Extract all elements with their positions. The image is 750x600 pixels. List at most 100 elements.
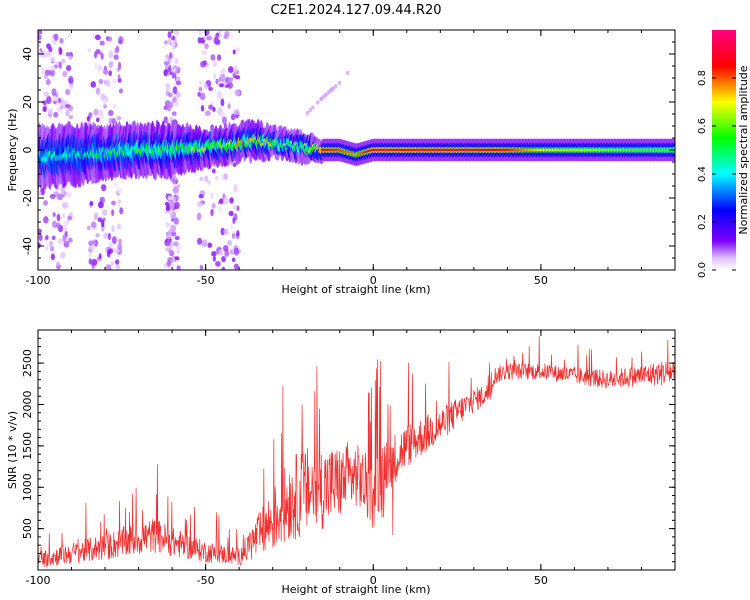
heatmap-cell: [213, 36, 219, 45]
heatmap-cell: [113, 248, 120, 253]
heatmap-cell: [89, 201, 94, 206]
heatmap-cell: [316, 100, 320, 105]
heatmap-cell: [334, 83, 338, 89]
heatmap-cell: [115, 259, 120, 265]
heatmap-cell: [46, 95, 52, 104]
heatmap-cell: [174, 236, 180, 241]
heatmap-cell: [171, 111, 177, 116]
heatmap-cell: [212, 60, 218, 68]
heatmap-cell: [42, 106, 47, 113]
heatmap-cell: [232, 49, 236, 55]
heatmap-cell: [218, 249, 224, 256]
y-tick-label: 0: [21, 147, 34, 154]
snr-frame: [37, 329, 676, 571]
heatmap-cell: [233, 247, 240, 256]
x-tick-label: 50: [534, 574, 548, 587]
heatmap-cell: [43, 200, 48, 206]
heatmap-cell: [227, 66, 234, 74]
heatmap-cell: [196, 212, 202, 221]
x-tick-label: 0: [370, 574, 377, 587]
heatmap-cell: [163, 61, 170, 66]
heatmap-cell: [109, 261, 115, 267]
heatmap-cell: [232, 217, 236, 225]
heatmap-cell: [53, 33, 59, 41]
y-tick-label: 2000: [21, 390, 34, 418]
x-tick-label: 0: [370, 274, 377, 287]
heatmap-cell: [55, 222, 61, 229]
heatmap-x-axis-label: Height of straight line (km): [281, 283, 430, 296]
heatmap-cell: [165, 247, 171, 252]
snr-panel: -100 -50 0 50 500 1000 1500 2000 2500 Height of …: [6, 329, 676, 596]
heatmap-cell: [116, 187, 123, 194]
heatmap-cell: [66, 65, 72, 72]
heatmap-cell: [112, 103, 117, 109]
heatmap-cell: [210, 208, 214, 217]
y-tick-label: 500: [21, 518, 34, 539]
heatmap-cell: [49, 68, 56, 77]
heatmap-cell: [112, 78, 117, 84]
heatmap-cell: [43, 74, 49, 79]
heatmap-cell: [217, 107, 223, 116]
heatmap-cell: [97, 64, 103, 72]
snr-y-axis-label: SNR (10 * v/v): [6, 411, 19, 489]
heatmap-cell: [112, 236, 116, 243]
heatmap-cell: [56, 213, 61, 222]
heatmap-cell: [61, 201, 68, 209]
heatmap-cell: [51, 88, 57, 96]
heatmap-cell: [175, 80, 182, 86]
heatmap-cell: [116, 115, 122, 121]
heatmap-cell: [68, 114, 74, 120]
heatmap-cell: [38, 190, 42, 196]
y-tick-label: 1500: [21, 432, 34, 460]
heatmap-cell: [67, 237, 73, 243]
heatmap-cell: [172, 256, 176, 263]
heatmap-cell: [38, 228, 42, 234]
heatmap-cell: [172, 241, 179, 247]
heatmap-cell: [51, 235, 56, 240]
heatmap-cell: [204, 175, 209, 182]
heatmap-cell: [98, 253, 102, 260]
heatmap-cell: [207, 179, 211, 185]
snr-x-axis-label: Height of straight line (km): [281, 583, 430, 596]
heatmap-cell: [100, 219, 105, 228]
heatmap-cell: [199, 176, 204, 182]
heatmap-cell: [88, 251, 92, 257]
y-tick-label: 20: [21, 95, 34, 109]
heatmap-cell: [163, 40, 169, 45]
heatmap-cell: [58, 61, 62, 69]
heatmap-cell: [62, 234, 67, 242]
heatmap-cell: [227, 103, 231, 109]
heatmap-cell: [38, 234, 43, 242]
heatmap-cell: [201, 50, 208, 55]
heatmap-cell: [169, 51, 173, 60]
heatmap-cell: [222, 245, 229, 252]
heatmap-cell: [58, 47, 63, 55]
heatmap-cell: [229, 197, 234, 204]
heatmap-cell: [165, 82, 171, 91]
heatmap-cell: [93, 51, 98, 59]
heatmap-cell: [97, 201, 104, 209]
heatmap-cell: [94, 62, 98, 70]
heatmap-cell: [43, 216, 49, 224]
heatmap-cell: [172, 178, 176, 185]
heatmap-cell: [221, 255, 226, 263]
heatmap-cell: [176, 66, 181, 74]
heatmap-cell: [174, 201, 180, 210]
heatmap-cell: [174, 195, 180, 200]
heatmap-cell: [117, 199, 122, 204]
heatmap-cell: [44, 69, 51, 76]
heatmap-cell: [166, 260, 172, 267]
heatmap-cell: [230, 222, 234, 230]
heatmap-cell: [113, 54, 119, 60]
x-tick-label: -100: [26, 574, 51, 587]
heatmap-cell: [67, 33, 72, 39]
heatmap-cell: [63, 220, 67, 229]
heatmap-cell: [219, 73, 226, 82]
heatmap-cell: [172, 86, 178, 95]
heatmap-cell: [106, 250, 111, 258]
heatmap-cell: [103, 80, 108, 85]
heatmap-cell: [108, 36, 113, 42]
heatmap-cell: [108, 241, 114, 248]
heatmap-cell: [52, 212, 56, 218]
